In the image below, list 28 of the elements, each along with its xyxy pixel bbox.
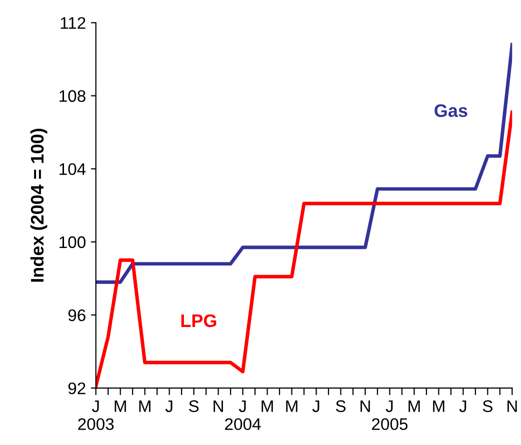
x-tick-label: S	[189, 400, 199, 412]
x-tick-label: M	[262, 400, 273, 412]
y-tick-label: 92	[68, 382, 86, 394]
series-label: LPG	[181, 314, 216, 328]
x-tick-label: S	[336, 400, 346, 412]
x-tick-label: N	[214, 400, 223, 412]
x-tick-label: M	[139, 400, 150, 412]
y-tick-label: 100	[60, 236, 86, 248]
x-tick-label: J	[459, 400, 466, 412]
x-tick-label: J	[312, 400, 320, 412]
x-tick-label: J 2005	[372, 400, 408, 430]
y-tick-label: 104	[60, 163, 86, 176]
y-tick-label: 108	[60, 90, 86, 102]
y-tick-label: 112	[60, 17, 86, 29]
x-tick-label: J 2004	[225, 400, 261, 430]
x-tick-label: M	[114, 400, 126, 412]
text: Gas	[434, 104, 468, 118]
x-tick-label: M	[408, 400, 420, 412]
x-tick-label: N	[360, 400, 370, 412]
x-tick-label: J	[165, 400, 172, 412]
line-series	[96, 42, 512, 284]
x-tick-label: S	[482, 400, 492, 412]
y-axis-title: Index (2004 = 100)	[30, 128, 48, 282]
x-tick-label: N	[507, 400, 517, 412]
x-tick-label: M	[433, 400, 444, 412]
y-tick-label: 96	[68, 309, 86, 322]
x-tick-label: J 2003	[78, 400, 114, 430]
x-tick-label: M	[286, 400, 298, 412]
